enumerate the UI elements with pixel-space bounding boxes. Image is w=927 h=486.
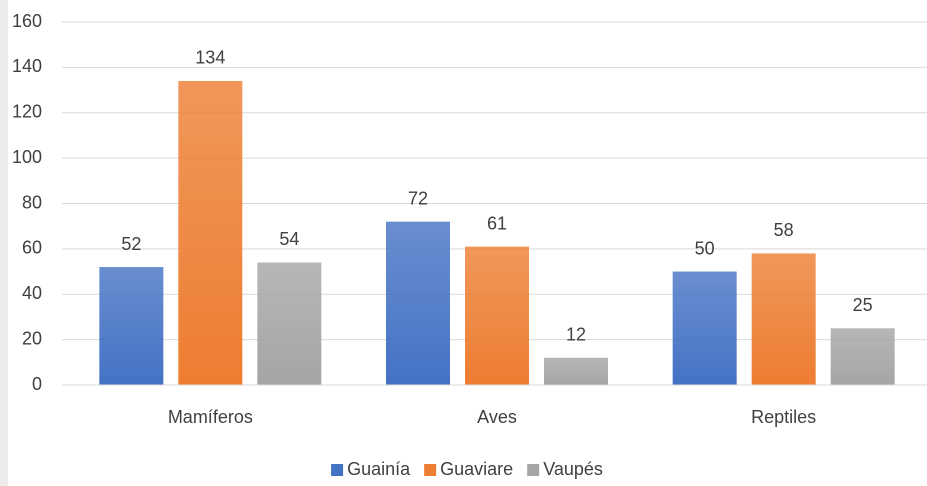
bar xyxy=(257,262,322,385)
x-tick-label: Reptiles xyxy=(751,407,816,427)
legend-item: Vaupés xyxy=(527,459,603,479)
bar xyxy=(751,253,816,385)
legend-label: Vaupés xyxy=(543,459,603,479)
value-label: 12 xyxy=(566,325,586,345)
y-tick-label: 160 xyxy=(12,11,42,31)
bar xyxy=(386,221,450,385)
value-label: 25 xyxy=(853,295,873,315)
value-label: 50 xyxy=(695,238,715,258)
legend-swatch xyxy=(527,464,540,476)
y-tick-label: 20 xyxy=(22,328,42,348)
legend-label: Guainía xyxy=(347,459,411,479)
y-tick-label: 40 xyxy=(22,283,42,303)
legend-swatch xyxy=(424,464,437,476)
y-tick-label: 0 xyxy=(32,374,42,394)
y-tick-label: 80 xyxy=(22,192,42,212)
y-tick-label: 120 xyxy=(12,102,42,122)
bar xyxy=(544,357,608,385)
value-label: 72 xyxy=(408,188,428,208)
value-label: 52 xyxy=(121,234,141,254)
value-label: 54 xyxy=(279,229,299,249)
value-label: 134 xyxy=(195,48,225,68)
legend-label: Guaviare xyxy=(440,459,513,479)
legend-item: Guainía xyxy=(331,459,411,479)
bar xyxy=(830,328,895,385)
left-border xyxy=(0,0,8,486)
value-label: 58 xyxy=(774,220,794,240)
x-tick-label: Mamíferos xyxy=(168,407,253,427)
value-label: 61 xyxy=(487,213,507,233)
bar xyxy=(99,267,164,385)
bar xyxy=(178,80,243,386)
y-tick-label: 100 xyxy=(12,147,42,167)
bar xyxy=(672,271,737,385)
legend-swatch xyxy=(331,464,344,476)
y-tick-label: 60 xyxy=(22,238,42,258)
y-tick-label: 140 xyxy=(12,56,42,76)
x-tick-label: Aves xyxy=(477,407,517,427)
legend-item: Guaviare xyxy=(424,459,513,479)
bar xyxy=(465,246,529,385)
